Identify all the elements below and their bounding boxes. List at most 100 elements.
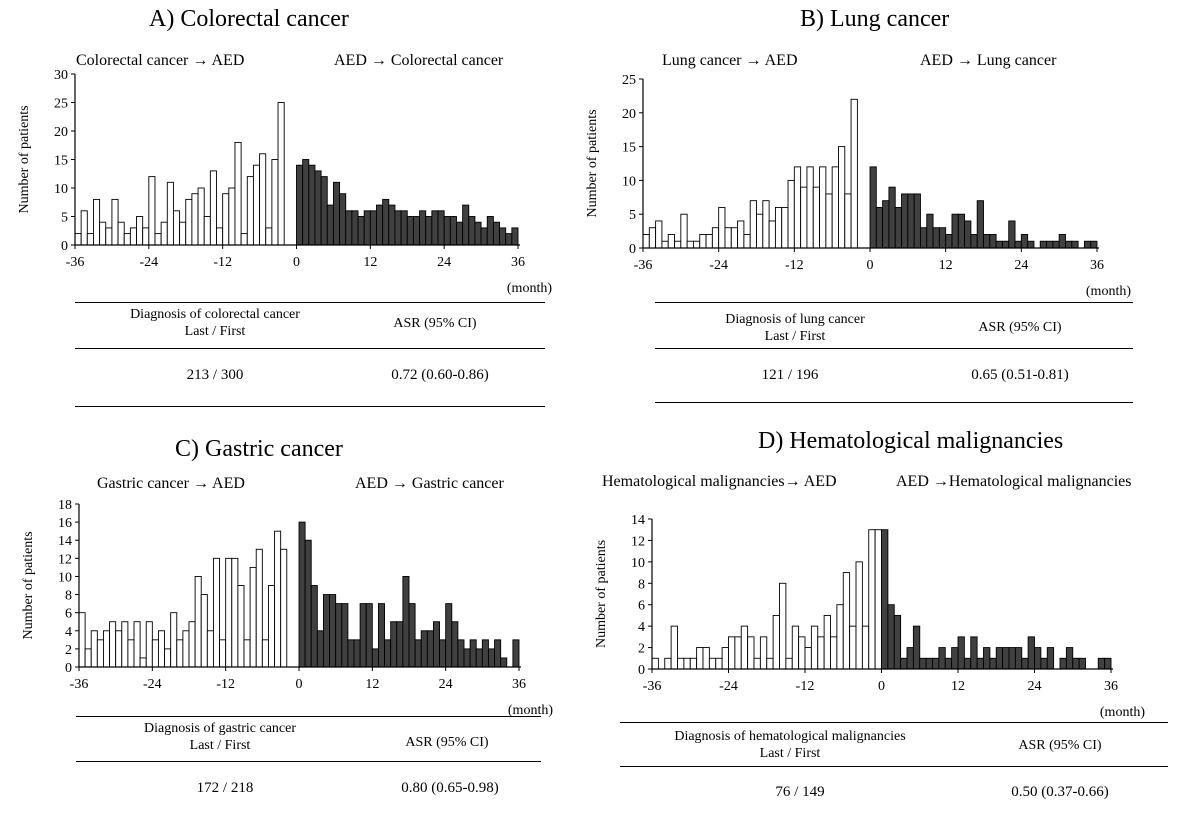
bar-after [957, 636, 965, 670]
x-tick-label: -36 [634, 258, 653, 273]
bar-after [906, 647, 914, 670]
bar-after [1104, 657, 1112, 670]
x-tick-label: 24 [1028, 679, 1042, 694]
y-tick-label: 8 [638, 577, 645, 592]
table-col1-line1: Diagnosis of gastric cancer [144, 721, 296, 736]
table-col1-line2: Last / First [184, 324, 246, 339]
x-tick-label: 36 [1104, 679, 1118, 694]
panel-title: A) Colorectal cancer [149, 6, 349, 32]
table-mid-rule [75, 348, 545, 349]
y-tick-label: 0 [638, 663, 645, 678]
bar-before [785, 657, 793, 670]
x-axis-label: (month) [1100, 705, 1145, 720]
bar-before [868, 529, 876, 670]
x-tick-label: -12 [213, 255, 232, 270]
table-col1-line1: Diagnosis of hematological malignancies [674, 729, 906, 744]
table-col2-header: ASR (95% CI) [393, 316, 477, 331]
y-tick-label: 18 [58, 498, 72, 513]
bar-after [976, 657, 984, 670]
x-tick-label: 12 [951, 679, 965, 694]
left-direction-label: Colorectal cancer → AED [76, 52, 245, 69]
bar-after [1078, 657, 1086, 670]
y-tick-label: 15 [54, 154, 68, 169]
bar-before [817, 636, 825, 670]
table-mid-rule [76, 761, 541, 762]
y-axis-label: Number of patients [17, 105, 32, 213]
bar-before [779, 582, 787, 670]
bar-before [747, 636, 755, 670]
x-tick-label: -24 [719, 679, 738, 694]
bar-before [798, 636, 806, 670]
table-value-last-first: 76 / 149 [775, 784, 825, 800]
y-tick-label: 10 [58, 570, 72, 585]
bar-after [989, 657, 997, 670]
y-tick-label: 10 [631, 556, 645, 571]
bar-after [995, 647, 1004, 670]
bar-after [1097, 657, 1106, 670]
bar-after [938, 647, 946, 670]
y-tick-label: 5 [629, 208, 636, 223]
bar-after [1027, 636, 1035, 670]
table-mid-rule [655, 348, 1133, 349]
x-tick-label: 0 [878, 679, 885, 694]
bar-before [664, 657, 672, 670]
table-top-rule [76, 716, 541, 717]
y-tick-label: 0 [629, 242, 636, 257]
bar-before [683, 657, 691, 670]
table-col1-header: Diagnosis of colorectal cancer Last / Fi… [95, 306, 335, 340]
y-axis-label: Number of patients [21, 531, 36, 639]
table-col1-line2: Last / First [764, 329, 826, 344]
table-value-last-first: 172 / 218 [196, 780, 254, 796]
bar-after [963, 657, 972, 670]
bar-after [951, 647, 959, 670]
bar-before [708, 657, 717, 670]
bar-before [740, 625, 749, 670]
bar-before [823, 614, 831, 670]
x-tick-label: 24 [1014, 258, 1028, 273]
table-col1-header: Diagnosis of lung cancer Last / First [680, 311, 910, 345]
bar-before [689, 657, 698, 670]
table-col2-header: ASR (95% CI) [405, 735, 489, 750]
table-col1-line1: Diagnosis of colorectal cancer [130, 307, 300, 322]
bar-before [670, 625, 678, 670]
x-tick-label: -36 [643, 679, 662, 694]
right-direction-label: AED → Lung cancer [920, 52, 1057, 69]
bar-before [836, 604, 844, 670]
table-value-asr: 0.50 (0.37-0.66) [1011, 784, 1109, 800]
bar-after [912, 625, 921, 670]
table-value-asr: 0.80 (0.65-0.98) [401, 780, 499, 796]
y-tick-label: 0 [65, 661, 72, 676]
x-tick-label: -24 [143, 677, 162, 692]
bar-after [893, 614, 902, 670]
y-tick-label: 20 [54, 125, 68, 140]
bar-before [702, 647, 710, 670]
bar-after [1040, 657, 1048, 670]
bar-after [1059, 657, 1067, 670]
bar-after [944, 657, 953, 670]
table-top-rule [655, 302, 1133, 303]
table-col1-line2: Last / First [759, 746, 821, 761]
panel-title: B) Lung cancer [800, 6, 950, 32]
table-mid-rule [620, 766, 1168, 767]
y-tick-label: 0 [61, 239, 68, 254]
y-tick-label: 14 [58, 534, 72, 549]
y-tick-label: 15 [622, 141, 636, 156]
bar-before [874, 529, 882, 670]
bar-after [1021, 657, 1029, 670]
left-direction-label: Lung cancer → AED [662, 52, 798, 69]
table-col1-header: Diagnosis of hematological malignancies … [635, 728, 945, 762]
x-tick-label: 0 [296, 677, 303, 692]
bar-before [861, 625, 870, 670]
x-axis-label: (month) [508, 703, 553, 718]
table-value-last-first: 121 / 196 [761, 367, 819, 383]
bar-after [983, 647, 991, 670]
bar-before [734, 636, 742, 670]
table-top-rule [620, 722, 1168, 723]
bar-before [772, 614, 780, 670]
bar-after [1072, 657, 1080, 670]
panel-title: C) Gastric cancer [175, 436, 343, 462]
table-col1-header: Diagnosis of gastric cancer Last / First [110, 720, 330, 754]
y-tick-label: 4 [638, 620, 645, 635]
y-tick-label: 10 [622, 174, 636, 189]
y-tick-label: 6 [638, 599, 645, 614]
